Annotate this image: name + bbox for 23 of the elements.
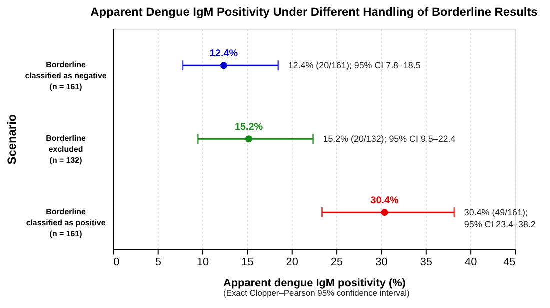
x-tick-label: 45 (504, 256, 516, 269)
x-tick-label: 25 (330, 256, 344, 269)
annotation: 15.2% (20/132); 95% CI 9.5–22.4 (323, 134, 456, 144)
x-tick-label: 40 (465, 256, 478, 269)
x-axis-title: Apparent dengue IgM positivity (%) (224, 278, 406, 290)
data-label: 30.4% (370, 196, 400, 207)
annotation: 12.4% (20/161); 95% CI 7.8–18.5 (288, 60, 421, 71)
y-tick-label: Borderline excluded (n = 132) (46, 134, 86, 165)
data-label: 12.4% (210, 48, 238, 60)
y-tick-label: Borderline classified as positive (n = 161) (26, 208, 106, 238)
x-tick-label: 35 (420, 256, 432, 269)
x-tick-label: 15 (242, 256, 254, 269)
x-tick-label: 0 (114, 256, 120, 269)
text: (Exact Clopper–Pearson 95% confidence interval) (224, 288, 410, 298)
x-tick-label: 5 (155, 256, 162, 269)
x-tick-label: 20 (286, 256, 298, 269)
data-label: 15.2% (234, 122, 264, 134)
annotation: 30.4% (49/161); 95% CI 23.4–38.2 (464, 208, 536, 230)
chart-title: Apparent Dengue IgM Positivity Under Different Handling of Borderline Results (90, 4, 538, 19)
x-tick-label: 30 (376, 256, 388, 269)
y-axis-title: Scenario (5, 114, 20, 165)
y-tick-label: Borderline classified as negative (n = 161) (25, 60, 108, 92)
x-tick-label: 10 (196, 256, 210, 269)
